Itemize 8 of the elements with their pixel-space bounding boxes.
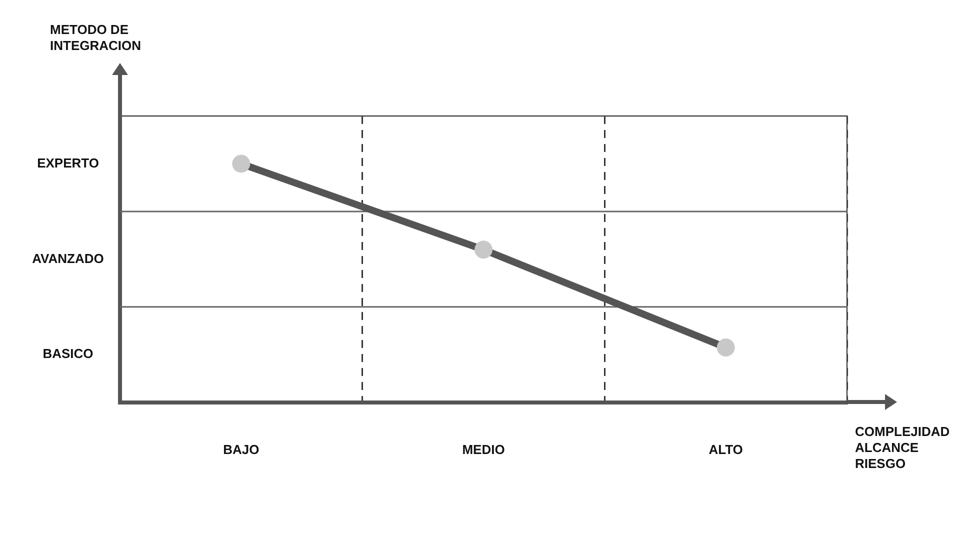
- text: METODO DE INTEGRACION: [50, 22, 141, 54]
- x-tick-label: ALTO: [708, 442, 743, 457]
- category-label: AVANZADO: [32, 250, 104, 266]
- category-label: BASICO: [42, 346, 94, 362]
- x-tick-label: MEDIO: [462, 442, 505, 457]
- x-tick-label: BAJO: [223, 442, 260, 457]
- category-label: EXPERTO: [37, 155, 99, 170]
- x-axis-title: COMPLEJIDAD ALCANCE RIESGO: [855, 424, 950, 472]
